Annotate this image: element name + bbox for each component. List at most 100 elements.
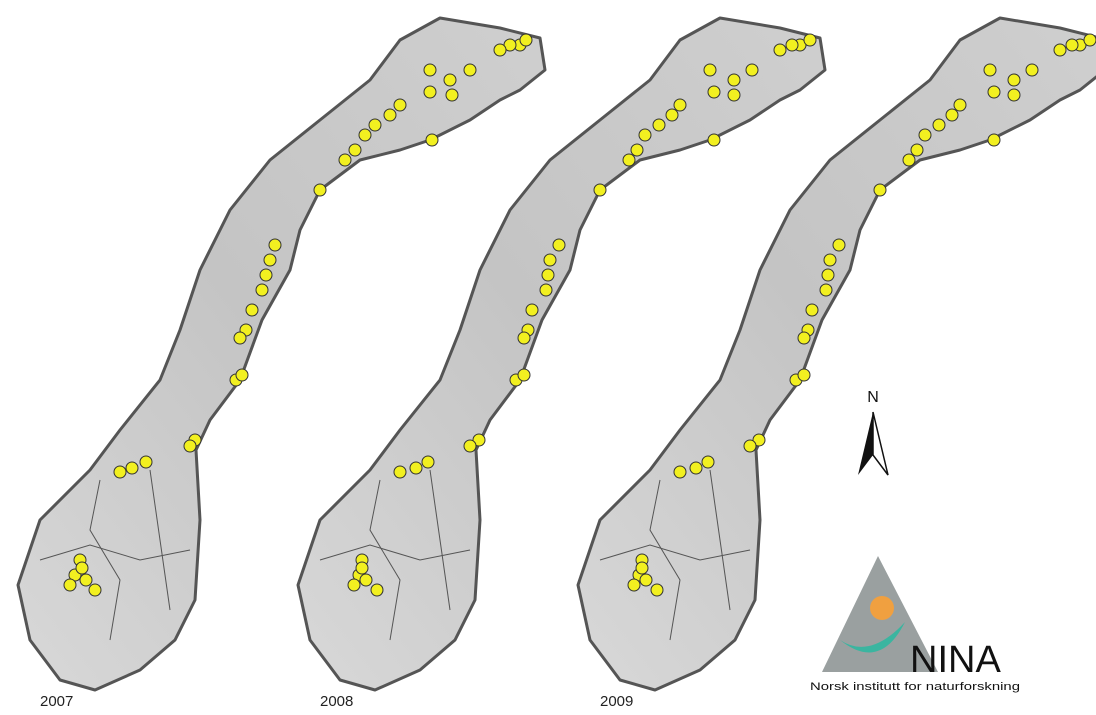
observation-dot [236,369,248,381]
observation-dot [264,254,276,266]
observation-dot [540,284,552,296]
observation-dot [651,584,663,596]
observation-dot [553,239,565,251]
observation-dot [520,34,532,46]
observation-dot [424,86,436,98]
observation-dot [623,154,635,166]
observation-dot [798,332,810,344]
observation-dot [804,34,816,46]
observation-dot [988,134,1000,146]
observation-dot [746,64,758,76]
year-label: 2007 [40,693,73,710]
observation-dot [824,254,836,266]
observation-dot [426,134,438,146]
observation-dot [911,144,923,156]
observation-dot [371,584,383,596]
observation-dot [1008,89,1020,101]
observation-dot [394,466,406,478]
observation-dot [1026,64,1038,76]
observation-dot [820,284,832,296]
logo: NINA Norsk institutt for naturforskning [810,556,1020,693]
north-label: N [867,389,879,406]
year-label: 2008 [320,693,353,710]
observation-dot [410,462,422,474]
observation-dot [349,144,361,156]
observation-dot [424,64,436,76]
observation-dot [76,562,88,574]
observation-dot [874,184,886,196]
observation-dot [126,462,138,474]
observation-dot [636,562,648,574]
logo-subtitle: Norsk institutt for naturforskning [810,681,1020,693]
observation-dot [348,579,360,591]
observation-dot [140,456,152,468]
observation-dot [80,574,92,586]
observation-dot [356,562,368,574]
observation-dot [744,440,756,452]
observation-dot [518,369,530,381]
observation-dot [464,64,476,76]
observation-dot [919,129,931,141]
observation-dot [184,440,196,452]
observation-dot [822,269,834,281]
observation-dot [256,284,268,296]
observation-dot [806,304,818,316]
observation-dot [702,456,714,468]
observation-dot [339,154,351,166]
observation-dot [786,39,798,51]
observation-dot [269,239,281,251]
observation-dot [674,99,686,111]
observation-dot [628,579,640,591]
observation-dot [446,89,458,101]
observation-dot [833,239,845,251]
observation-dot [946,109,958,121]
observation-dot [640,574,652,586]
observation-dot [1084,34,1096,46]
observation-dot [708,86,720,98]
observation-dot [359,129,371,141]
observation-dot [246,304,258,316]
observation-dot [494,44,506,56]
observation-dot [704,64,716,76]
observation-dot [542,269,554,281]
observation-dot [369,119,381,131]
observation-dot [954,99,966,111]
observation-dot [639,129,651,141]
year-label: 2009 [600,693,633,710]
observation-dot [774,44,786,56]
observation-dot [653,119,665,131]
observation-dot [1008,74,1020,86]
observation-dot [394,99,406,111]
maps [18,18,1096,690]
observation-dot [988,86,1000,98]
observation-dot [384,109,396,121]
observation-dot [314,184,326,196]
north-arrow: N [858,389,888,475]
observation-dot [1066,39,1078,51]
observation-dot [518,332,530,344]
observation-dot [798,369,810,381]
map-figure: 2007 2008 2009 N NINA Norsk institutt fo… [0,0,1096,715]
observation-dot [422,456,434,468]
observation-dot [728,74,740,86]
observation-dot [728,89,740,101]
observation-dot [708,134,720,146]
observation-dot [360,574,372,586]
observation-dot [690,462,702,474]
observation-dot [594,184,606,196]
observation-dot [260,269,272,281]
observation-dot [234,332,246,344]
observation-dot [64,579,76,591]
observation-dot [526,304,538,316]
observation-dot [674,466,686,478]
observation-dot [933,119,945,131]
observation-dot [114,466,126,478]
observation-dot [631,144,643,156]
observation-dot [444,74,456,86]
observation-dot [903,154,915,166]
observation-dot [1054,44,1066,56]
observation-dot [89,584,101,596]
observation-dot [666,109,678,121]
observation-dot [984,64,996,76]
observation-dot [544,254,556,266]
